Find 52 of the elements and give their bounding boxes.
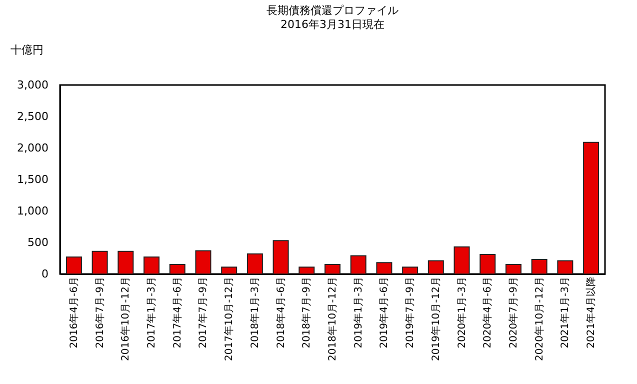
x-tick-label: 2019年10月-12月 xyxy=(430,276,442,362)
chart-title: 長期債務償還プロファイル xyxy=(266,4,398,17)
y-tick-label: 1,500 xyxy=(17,173,48,186)
x-tick-label: 2019年1月-3月 xyxy=(352,276,364,348)
x-tick-label: 2017年4月-6月 xyxy=(171,276,184,348)
bar xyxy=(118,250,134,274)
x-tick-label: 2018年1月-3月 xyxy=(248,276,261,348)
bar xyxy=(92,250,108,274)
chart-subtitle: 2016年3月31日現在 xyxy=(280,18,384,31)
bar xyxy=(298,266,315,274)
y-tick-label: 2,500 xyxy=(17,110,48,123)
bar xyxy=(221,266,238,274)
bar xyxy=(169,264,186,274)
x-tick-label: 2020年7月-9月 xyxy=(507,276,520,348)
bar xyxy=(428,260,444,274)
x-tick-label: 2020年4月-6月 xyxy=(482,276,494,348)
bar xyxy=(402,266,418,274)
x-tick-label: 2019年4月-6月 xyxy=(378,276,390,348)
x-tick-label: 2021年1月-3月 xyxy=(559,276,572,348)
bar xyxy=(66,256,82,274)
y-tick-label: 2,000 xyxy=(17,142,48,154)
x-tick-label: 2021年4月以降 xyxy=(585,276,598,348)
bar xyxy=(376,262,392,274)
x-tick-label: 2019年7月-9月 xyxy=(404,276,416,348)
x-tick-label: 2017年10月-12月 xyxy=(223,276,236,362)
x-tick-label: 2020年10月-12月 xyxy=(533,276,546,362)
bar xyxy=(195,250,212,274)
x-tick-label: 2018年7月-9月 xyxy=(300,276,313,348)
x-tick-label: 2018年10月-12月 xyxy=(326,276,338,362)
bar xyxy=(272,240,289,274)
bar xyxy=(480,254,496,274)
bar xyxy=(144,256,160,274)
x-tick-label: 2016年10月-12月 xyxy=(120,276,132,362)
y-axis-title: 十億円 xyxy=(10,44,44,56)
bar xyxy=(505,264,522,274)
bar xyxy=(324,264,340,274)
x-tick-label: 2016年4月-6月 xyxy=(68,276,80,348)
x-tick-label: 2017年7月-9月 xyxy=(197,276,210,348)
x-tick-label: 2020年1月-3月 xyxy=(456,276,468,348)
bar xyxy=(350,255,366,274)
x-tick-label: 2016年7月-9月 xyxy=(94,276,106,348)
y-tick-label: 3,000 xyxy=(17,78,48,92)
y-tick-label: 0 xyxy=(42,268,48,280)
x-tick-label: 2018年4月-6月 xyxy=(274,276,287,348)
bar xyxy=(454,246,470,274)
bar xyxy=(583,142,600,274)
bar xyxy=(531,259,548,274)
bar xyxy=(246,253,263,274)
y-tick-label: 500 xyxy=(28,236,48,249)
y-tick-label: 1,000 xyxy=(17,204,48,218)
x-tick-label: 2017年1月-3月 xyxy=(146,276,158,348)
bar xyxy=(557,260,574,274)
